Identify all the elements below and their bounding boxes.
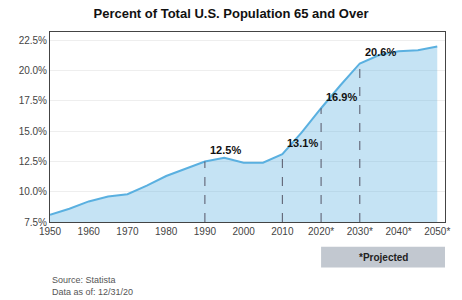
svg-text:1960: 1960 bbox=[78, 226, 101, 237]
svg-text:2030*: 2030* bbox=[347, 226, 373, 237]
svg-text:*Projected: *Projected bbox=[359, 252, 408, 263]
svg-text:10.0%: 10.0% bbox=[19, 186, 47, 197]
svg-text:1990: 1990 bbox=[194, 226, 217, 237]
svg-text:20.6%: 20.6% bbox=[365, 46, 396, 58]
svg-text:2010: 2010 bbox=[271, 226, 294, 237]
svg-text:20.0%: 20.0% bbox=[19, 65, 47, 76]
svg-text:13.1%: 13.1% bbox=[287, 137, 318, 149]
svg-text:16.9%: 16.9% bbox=[326, 91, 357, 103]
svg-text:22.5%: 22.5% bbox=[19, 35, 47, 46]
svg-text:1950: 1950 bbox=[39, 226, 62, 237]
svg-text:1980: 1980 bbox=[155, 226, 178, 237]
svg-text:1970: 1970 bbox=[116, 226, 139, 237]
svg-text:2050*: 2050* bbox=[424, 226, 450, 237]
svg-text:2020*: 2020* bbox=[308, 226, 334, 237]
svg-text:2040*: 2040* bbox=[385, 226, 411, 237]
svg-text:2000: 2000 bbox=[233, 226, 256, 237]
svg-text:15.0%: 15.0% bbox=[19, 126, 47, 137]
svg-text:Percent of Total U.S. Populati: Percent of Total U.S. Population 65 and … bbox=[94, 6, 369, 21]
svg-text:12.5%: 12.5% bbox=[210, 144, 241, 156]
svg-text:17.5%: 17.5% bbox=[19, 95, 47, 106]
svg-text:7.5%: 7.5% bbox=[24, 217, 47, 228]
svg-text:12.5%: 12.5% bbox=[19, 156, 47, 167]
svg-text:Source: StatistaData as of: 12: Source: StatistaData as of: 12/31/20 bbox=[52, 275, 133, 297]
